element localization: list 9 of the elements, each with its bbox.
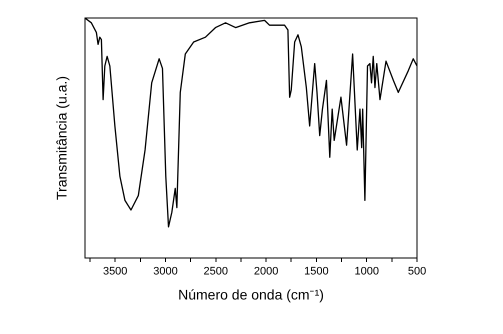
y-axis-title: Transmitância (u.a.) bbox=[53, 76, 70, 200]
x-tick-label: 1000 bbox=[354, 266, 379, 278]
x-tick-label: 3000 bbox=[153, 266, 178, 278]
x-axis-title: Número de onda (cm⁻¹) bbox=[178, 286, 324, 302]
x-tick-label: 1500 bbox=[304, 266, 329, 278]
x-tick-label: 500 bbox=[408, 266, 426, 278]
x-tick-label: 2500 bbox=[204, 266, 228, 278]
x-tick-label: 3500 bbox=[102, 266, 128, 278]
x-tick-label: 2000 bbox=[254, 266, 278, 278]
